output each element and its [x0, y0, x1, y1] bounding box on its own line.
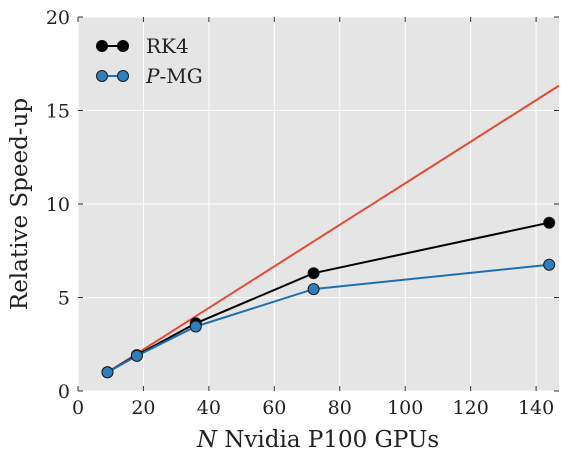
x-tick-label: 140 [518, 397, 554, 419]
x-tick-label: 80 [328, 397, 352, 419]
y-tick-label: 10 [46, 194, 70, 216]
data-point-rk4 [307, 267, 320, 280]
y-tick-labels: 0 5 10 15 20 [46, 7, 70, 403]
y-tick-label: 0 [58, 381, 70, 403]
legend-marker-rk4 [117, 40, 129, 52]
axis-ticks [77, 16, 559, 392]
x-tick-label: 40 [197, 397, 221, 419]
y-tick-label: 20 [46, 7, 70, 29]
data-point-pmg [189, 320, 202, 333]
legend-marker-pmg [117, 70, 129, 82]
x-axis-label: N Nvidia P100 GPUs [196, 427, 439, 453]
data-point-pmg [307, 283, 320, 296]
data-point-pmg [543, 258, 556, 271]
y-tick-label: 5 [58, 288, 70, 310]
data-point-pmg [101, 366, 114, 379]
legend-label-rk4: RK4 [146, 34, 189, 58]
legend-marker-rk4 [96, 40, 108, 52]
x-tick-label: 60 [262, 397, 286, 419]
x-tick-label: 20 [131, 397, 155, 419]
ideal-line [106, 84, 560, 374]
legend-label-pmg: P-MG [145, 64, 203, 88]
x-tick-label: 0 [72, 397, 84, 419]
legend-marker-pmg [96, 70, 108, 82]
legend-item-rk4: RK4 [96, 34, 189, 58]
x-tick-labels: 0 20 40 60 80 100 120 140 [72, 397, 554, 419]
data-point-rk4 [543, 216, 556, 229]
x-tick-label: 100 [387, 397, 423, 419]
x-tick-label: 120 [453, 397, 489, 419]
y-axis-label: Relative Speed-up [7, 98, 33, 310]
series-group [101, 216, 556, 379]
y-tick-label: 15 [46, 101, 70, 123]
legend: RK4 P-MG [96, 34, 203, 88]
legend-item-pmg: P-MG [96, 64, 203, 88]
data-point-pmg [130, 349, 143, 362]
ideal-speedup-line [106, 84, 560, 374]
grid-lines [77, 16, 559, 392]
